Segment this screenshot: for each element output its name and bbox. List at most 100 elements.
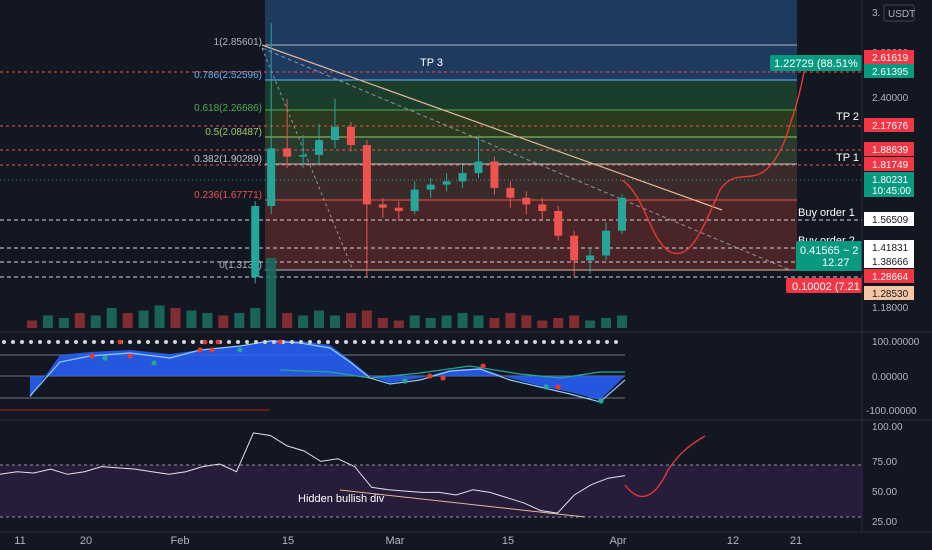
time-axis-label: 20 xyxy=(80,535,92,547)
oscillator-wave-line xyxy=(29,340,626,403)
price-tag-bg xyxy=(864,269,914,283)
osc-top-dot xyxy=(569,340,573,344)
hidden-bullish-div-label: Hidden bullish div xyxy=(298,493,385,505)
rsi-projection xyxy=(624,435,706,497)
rsi-axis-label-75: 75.00 xyxy=(872,457,897,468)
osc-signal-dot xyxy=(151,360,157,366)
osc-top-dot xyxy=(434,340,438,344)
fib-zone-2 xyxy=(265,110,797,137)
osc-top-red-dot xyxy=(202,339,208,345)
osc-top-dot xyxy=(326,340,330,344)
time-axis-label: Apr xyxy=(609,535,626,547)
candle-body xyxy=(554,210,563,236)
fib-label-0618: 0.618(2.26686) xyxy=(194,103,262,114)
fib-zone-4 xyxy=(265,164,797,200)
candle-body xyxy=(522,197,531,205)
trend-lines xyxy=(261,44,791,271)
osc-top-dot xyxy=(254,340,258,344)
candle-body xyxy=(570,235,579,261)
candle-body xyxy=(346,126,355,146)
osc-top-dot xyxy=(479,340,483,344)
tp1-label: TP 1 xyxy=(836,152,859,164)
price-tag-bg xyxy=(864,286,914,300)
rsi-line xyxy=(0,432,626,514)
candle-body xyxy=(378,204,387,208)
osc-signal-dot xyxy=(127,353,133,359)
fib-retracement-zones xyxy=(265,44,797,271)
price-axis-label: 1.41831 xyxy=(872,243,909,254)
osc-top-dot xyxy=(614,340,618,344)
time-axis-label: Feb xyxy=(171,535,190,547)
osc-top-dot xyxy=(560,340,564,344)
osc-top-dot xyxy=(308,340,312,344)
price-axis-label: 2.17676 xyxy=(872,121,909,132)
candlesticks xyxy=(251,23,626,284)
osc-top-dot xyxy=(299,340,303,344)
osc-top-dot xyxy=(110,340,114,344)
volume-bar xyxy=(74,313,85,328)
price-axis-label: 3. xyxy=(872,8,880,19)
candle-body xyxy=(506,187,515,198)
osc-top-dot xyxy=(56,340,60,344)
osc-top-dot xyxy=(191,340,195,344)
volume-bar xyxy=(585,320,596,328)
fib-zone-5 xyxy=(265,200,797,270)
price-tag-bg xyxy=(864,157,914,171)
fib-label-0786: 0.786(2.52596) xyxy=(194,70,262,81)
volume-bar xyxy=(441,315,452,328)
osc-top-dot xyxy=(146,340,150,344)
volume-bar xyxy=(521,315,532,328)
time-axis-label: 12 xyxy=(727,535,739,547)
osc-top-dot xyxy=(578,340,582,344)
osc-top-dot xyxy=(65,340,69,344)
osc-top-dot xyxy=(137,340,141,344)
volume-bar xyxy=(202,313,213,328)
price-tag-bg xyxy=(864,64,914,78)
osc-axis-label-0: 0.00000 xyxy=(872,372,909,383)
price-tag-bg xyxy=(864,118,914,132)
tp2-label: TP 2 xyxy=(836,111,859,123)
volume-bar xyxy=(537,320,548,328)
price-axis-label: 1.56509 xyxy=(872,215,909,226)
rsi-axis-label-100: 100.00 xyxy=(872,422,903,433)
price-tag-bg xyxy=(864,240,914,254)
measure-top-text: 1.22729 (88.51% xyxy=(774,58,858,70)
dashed-trendline xyxy=(261,47,791,271)
tp3-label: TP 3 xyxy=(420,57,443,69)
measure-box-bottom: 0.10002 (7.21 xyxy=(786,278,862,293)
osc-top-dot xyxy=(11,340,15,344)
price-tag-bg xyxy=(864,142,914,156)
osc-top-dot xyxy=(398,340,402,344)
fib-zone-1 xyxy=(265,80,797,110)
price-axis-label: 1.88639 xyxy=(872,145,909,156)
osc-top-dot xyxy=(2,340,6,344)
osc-top-dot xyxy=(227,340,231,344)
rsi-axis-label-50: 50.00 xyxy=(872,487,897,498)
fib-label-0: 0(1.3137) xyxy=(219,260,262,271)
osc-top-dot xyxy=(551,340,555,344)
osc-top-dot xyxy=(542,340,546,344)
osc-top-dot xyxy=(605,340,609,344)
price-axis-label: 1.81749 xyxy=(872,160,909,171)
osc-signal-dot xyxy=(480,363,486,369)
unit-box xyxy=(883,4,915,22)
time-axis-label: 21 xyxy=(790,535,802,547)
top-zone xyxy=(265,0,797,45)
osc-signal-dot xyxy=(440,375,446,381)
horizontal-price-lines xyxy=(0,71,862,278)
oscillator-pane xyxy=(0,339,626,411)
candle-body xyxy=(458,173,467,182)
osc-top-dot xyxy=(20,340,24,344)
oscillator-dots xyxy=(2,339,618,404)
osc-top-dot xyxy=(362,340,366,344)
price-axis-label: 1.38666 xyxy=(872,257,909,268)
buy-order-1-label: Buy order 1 xyxy=(798,207,855,219)
osc-top-dot xyxy=(101,340,105,344)
volume-bar xyxy=(617,315,627,328)
osc-top-dot xyxy=(83,340,87,344)
osc-top-dot xyxy=(443,340,447,344)
osc-top-dot xyxy=(155,340,159,344)
osc-top-dot xyxy=(371,340,375,344)
osc-top-dot xyxy=(389,340,393,344)
volume-bars xyxy=(27,258,627,328)
